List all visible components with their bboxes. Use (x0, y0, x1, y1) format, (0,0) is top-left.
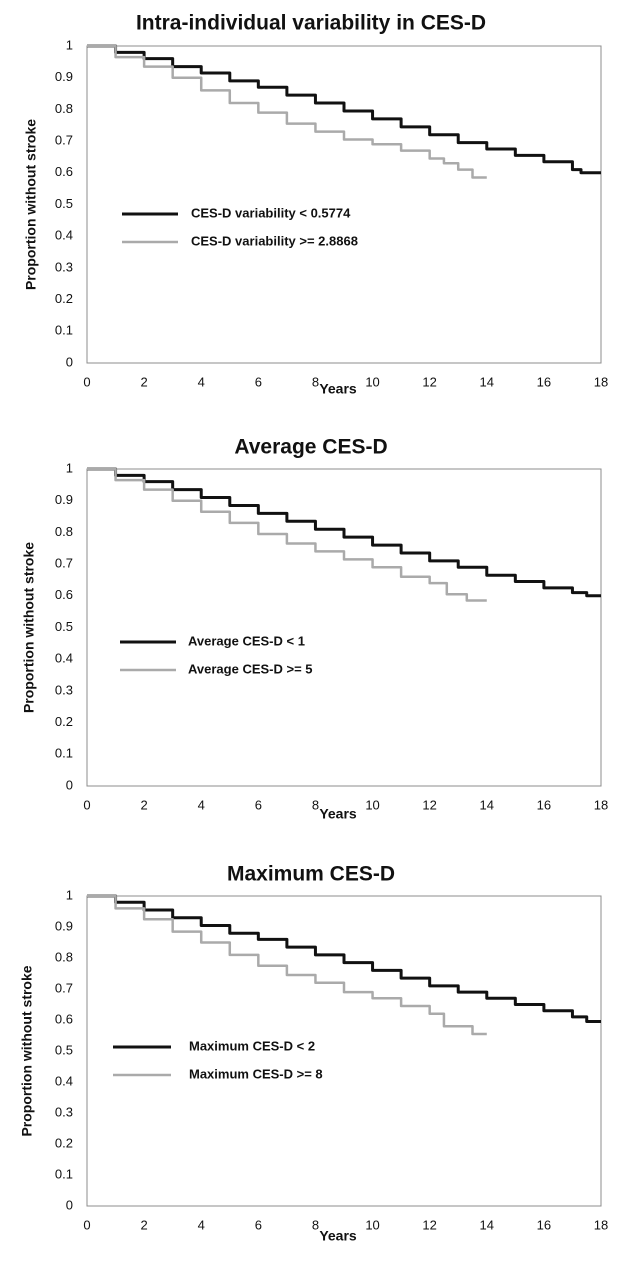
chart-3-y-tick-label: 0.4 (55, 1073, 73, 1088)
chart-2-x-tick-label: 10 (365, 797, 379, 812)
chart-1-x-tick-label: 6 (255, 374, 262, 389)
chart-1-title: Intra-individual variability in CES-D (136, 12, 486, 35)
chart-3-title: Maximum CES-D (227, 863, 395, 886)
chart-2-legend-label-1: Average CES-D < 1 (188, 633, 305, 648)
chart-3-x-tick-label: 18 (594, 1217, 608, 1232)
chart-1-y-axis-title: Proportion without stroke (23, 119, 39, 290)
chart-1-x-axis-title: Years (319, 381, 357, 397)
chart-3-x-tick-label: 0 (83, 1217, 90, 1232)
chart-1-y-tick-label: 0.9 (55, 69, 73, 84)
chart-2-y-tick-label: 0.8 (55, 524, 73, 539)
chart-2-y-tick-label: 0 (66, 777, 73, 792)
chart-1-y-tick-label: 1 (66, 37, 73, 52)
chart-2-y-axis-title: Proportion without stroke (21, 542, 37, 713)
chart-3-series-line-black (87, 894, 601, 1024)
chart-2-x-tick-label: 8 (312, 797, 319, 812)
chart-1-x-tick-label: 4 (198, 374, 205, 389)
chart-1-y-tick-label: 0.1 (55, 323, 73, 338)
chart-2-x-axis-title: Years (319, 806, 357, 822)
chart-3-legend-label-2: Maximum CES-D >= 8 (189, 1066, 323, 1081)
chart-1-y-tick-label: 0.5 (55, 196, 73, 211)
chart-1-y-tick-label: 0.6 (55, 164, 73, 179)
chart-3-legend-label-1: Maximum CES-D < 2 (189, 1038, 315, 1053)
chart-1-y-tick-label: 0.7 (55, 133, 73, 148)
chart-3-x-tick-label: 4 (198, 1217, 205, 1232)
chart-3-y-tick-label: 0.6 (55, 1011, 73, 1026)
chart-3-x-tick-label: 16 (537, 1217, 551, 1232)
chart-3-y-tick-label: 0.5 (55, 1042, 73, 1057)
chart-2-y-tick-label: 0.1 (55, 746, 73, 761)
chart-2-x-tick-label: 14 (480, 797, 494, 812)
chart-2-legend-label-2: Average CES-D >= 5 (188, 661, 313, 676)
chart-2-x-tick-label: 16 (537, 797, 551, 812)
chart-3-series-line-gray (87, 894, 487, 1036)
chart-1-x-tick-label: 2 (140, 374, 147, 389)
chart-1-legend-label-1: CES-D variability < 0.5774 (191, 205, 351, 220)
chart-3-x-axis-title: Years (319, 1228, 357, 1244)
chart-2-y-tick-label: 0.2 (55, 714, 73, 729)
chart-3-y-tick-label: 1 (66, 887, 73, 902)
chart-3-y-axis-title: Proportion without stroke (19, 965, 35, 1136)
chart-2-y-tick-label: 0.4 (55, 651, 73, 666)
chart-2-series-line-gray (87, 467, 487, 602)
chart-2-x-tick-label: 6 (255, 797, 262, 812)
chart-3-x-tick-label: 8 (312, 1217, 319, 1232)
chart-2-plot-frame (86, 468, 602, 787)
chart-1-y-tick-label: 0.3 (55, 259, 73, 274)
chart-2-y-tick-label: 0.7 (55, 556, 73, 571)
chart-3-y-tick-label: 0.9 (55, 918, 73, 933)
chart-3-y-tick-label: 0.1 (55, 1166, 73, 1181)
chart-2-y-tick-label: 1 (66, 460, 73, 475)
chart-2-x-tick-label: 2 (140, 797, 147, 812)
chart-2-y-tick-label: 0.3 (55, 682, 73, 697)
chart-2-series-line-black (87, 467, 601, 598)
chart-1-y-tick-label: 0 (66, 354, 73, 369)
chart-2-x-tick-label: 18 (594, 797, 608, 812)
chart-2-y-tick-label: 0.9 (55, 492, 73, 507)
chart-2-x-tick-label: 0 (83, 797, 90, 812)
chart-1-x-tick-label: 8 (312, 374, 319, 389)
chart-3-x-tick-label: 10 (365, 1217, 379, 1232)
chart-1-plot-frame (86, 45, 602, 364)
chart-2-x-tick-label: 4 (198, 797, 205, 812)
chart-1-x-tick-label: 10 (365, 374, 379, 389)
chart-3-y-tick-label: 0.8 (55, 949, 73, 964)
chart-3-x-tick-label: 6 (255, 1217, 262, 1232)
chart-1-y-tick-label: 0.8 (55, 101, 73, 116)
chart-3-y-tick-label: 0.3 (55, 1104, 73, 1119)
chart-3-x-tick-label: 2 (140, 1217, 147, 1232)
chart-3-x-tick-label: 12 (422, 1217, 436, 1232)
chart-3-x-tick-label: 14 (480, 1217, 494, 1232)
chart-3-plot-frame (86, 895, 602, 1207)
chart-2-y-tick-label: 0.6 (55, 587, 73, 602)
chart-1-x-tick-label: 18 (594, 374, 608, 389)
chart-3-y-tick-label: 0.2 (55, 1135, 73, 1150)
chart-1-legend-label-2: CES-D variability >= 2.8868 (191, 233, 358, 248)
chart-1-series-line-gray (87, 44, 487, 179)
chart-3-y-tick-label: 0 (66, 1197, 73, 1212)
chart-2-y-tick-label: 0.5 (55, 619, 73, 634)
chart-1-x-tick-label: 16 (537, 374, 551, 389)
chart-1-series-line-black (87, 44, 601, 175)
chart-1-y-tick-label: 0.4 (55, 228, 73, 243)
chart-1-x-tick-label: 14 (480, 374, 494, 389)
chart-2-title: Average CES-D (234, 436, 387, 459)
chart-1-x-tick-label: 12 (422, 374, 436, 389)
chart-2-x-tick-label: 12 (422, 797, 436, 812)
chart-1-x-tick-label: 0 (83, 374, 90, 389)
chart-3-y-tick-label: 0.7 (55, 980, 73, 995)
chart-1-y-tick-label: 0.2 (55, 291, 73, 306)
